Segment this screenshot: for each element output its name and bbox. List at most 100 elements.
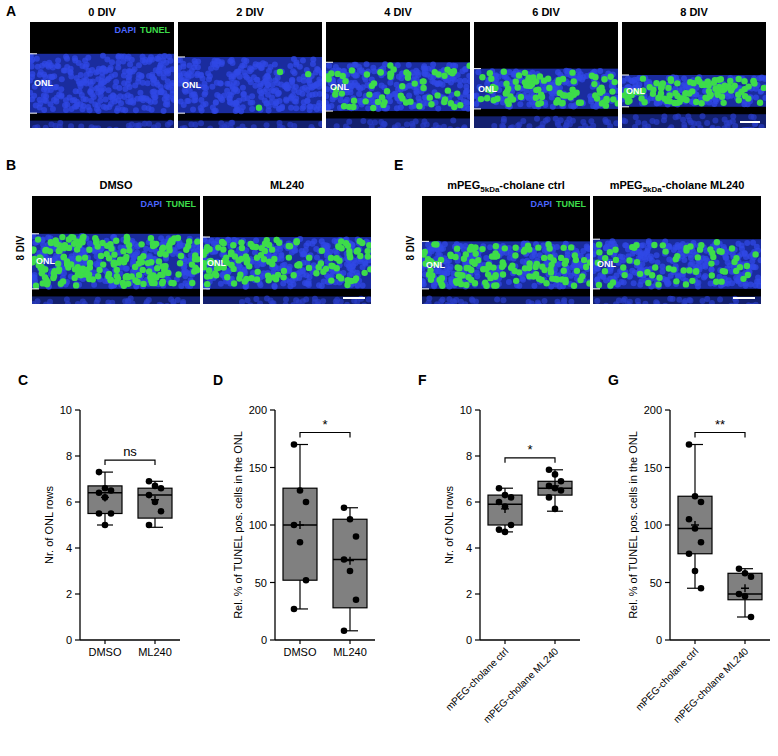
image-ground bbox=[30, 22, 174, 128]
nucleus bbox=[163, 101, 169, 107]
nucleus bbox=[440, 82, 446, 88]
image-title: DMSO bbox=[100, 179, 133, 191]
tunel-cell bbox=[674, 80, 680, 86]
tunel-cell bbox=[650, 87, 656, 93]
nucleus bbox=[715, 126, 721, 128]
nucleus bbox=[76, 60, 82, 66]
tunel-cell bbox=[611, 79, 617, 85]
nucleus bbox=[229, 120, 235, 126]
nucleus bbox=[563, 124, 569, 128]
tunel-cell bbox=[435, 71, 441, 77]
nucleus bbox=[312, 91, 318, 97]
nucleus bbox=[99, 78, 105, 84]
tunel-cell bbox=[523, 82, 529, 88]
tunel-cell bbox=[735, 76, 741, 82]
nucleus bbox=[259, 65, 265, 71]
nucleus bbox=[80, 106, 86, 112]
nucleus bbox=[83, 72, 89, 78]
nucleus bbox=[195, 71, 201, 77]
tunel-cell bbox=[589, 73, 595, 79]
nucleus bbox=[39, 63, 45, 69]
nucleus bbox=[435, 106, 441, 112]
tunel-cell bbox=[505, 101, 511, 107]
nucleus bbox=[190, 92, 196, 98]
nucleus bbox=[184, 72, 190, 78]
tunel-cell bbox=[665, 85, 671, 91]
onl-band bbox=[32, 234, 200, 289]
nucleus bbox=[68, 70, 74, 76]
nucleus bbox=[273, 100, 279, 106]
nucleus bbox=[87, 88, 93, 94]
nucleus bbox=[78, 124, 84, 128]
tunel-cell bbox=[745, 95, 751, 101]
tunel-cell bbox=[741, 78, 747, 84]
tunel-cell bbox=[610, 96, 616, 102]
tunel-cell bbox=[305, 71, 311, 77]
nucleus bbox=[632, 77, 638, 83]
onl-edge bbox=[622, 106, 629, 107]
tunel-cell bbox=[362, 98, 368, 104]
nucleus bbox=[81, 260, 87, 266]
nucleus bbox=[102, 68, 108, 74]
nucleus bbox=[272, 61, 278, 67]
nucleus bbox=[95, 103, 101, 109]
nucleus bbox=[457, 78, 463, 84]
nucleus bbox=[79, 92, 85, 98]
nucleus bbox=[681, 122, 687, 128]
nucleus bbox=[577, 126, 583, 128]
nucleus bbox=[151, 80, 157, 86]
nucleus bbox=[92, 125, 98, 128]
onl-edge bbox=[30, 53, 37, 54]
nucleus bbox=[226, 71, 232, 77]
nucleus bbox=[112, 72, 118, 78]
nucleus bbox=[228, 92, 234, 98]
onl-edge bbox=[30, 113, 37, 114]
nucleus bbox=[724, 123, 730, 128]
nucleus bbox=[211, 108, 217, 114]
nucleus bbox=[122, 107, 128, 113]
nucleus bbox=[188, 121, 194, 127]
tunel-cell bbox=[638, 95, 644, 101]
nucleus bbox=[206, 76, 212, 82]
nucleus bbox=[299, 105, 305, 111]
tunel-cell bbox=[445, 87, 451, 93]
nucleus bbox=[465, 106, 470, 112]
tunel-cell bbox=[745, 83, 751, 89]
nucleus bbox=[85, 55, 91, 61]
tunel-cell bbox=[526, 74, 532, 80]
nucleus bbox=[118, 54, 124, 60]
tunel-cell bbox=[399, 83, 405, 89]
nucleus bbox=[613, 120, 618, 126]
nucleus bbox=[310, 57, 316, 63]
nucleus bbox=[104, 56, 110, 62]
nucleus bbox=[189, 68, 195, 74]
tunel-cell bbox=[557, 90, 563, 96]
tunel-cell bbox=[573, 89, 579, 95]
nucleus bbox=[198, 105, 204, 111]
nucleus bbox=[586, 126, 592, 128]
tunel-cell bbox=[326, 73, 331, 79]
nucleus bbox=[441, 124, 447, 128]
nucleus bbox=[293, 105, 299, 111]
nucleus bbox=[142, 121, 148, 127]
tunel-cell bbox=[667, 92, 673, 98]
tunel-cell bbox=[591, 81, 597, 87]
tunel-cell bbox=[546, 85, 552, 91]
nucleus bbox=[209, 84, 215, 90]
nucleus bbox=[633, 114, 639, 120]
tunel-cell bbox=[761, 85, 766, 91]
tunel-cell bbox=[380, 102, 386, 108]
tunel-cell bbox=[698, 100, 704, 106]
nucleus bbox=[235, 127, 241, 128]
onl-band bbox=[326, 62, 470, 111]
nucleus bbox=[557, 125, 563, 128]
nucleus bbox=[509, 124, 515, 128]
image-ground bbox=[622, 22, 766, 128]
nucleus bbox=[198, 120, 204, 126]
stain-legend: DAPITUNEL bbox=[114, 25, 170, 35]
nucleus bbox=[448, 80, 454, 86]
tunel-cell bbox=[501, 69, 507, 75]
tunel-cell bbox=[559, 100, 565, 106]
nucleus bbox=[319, 71, 322, 77]
nucleus bbox=[749, 127, 755, 128]
